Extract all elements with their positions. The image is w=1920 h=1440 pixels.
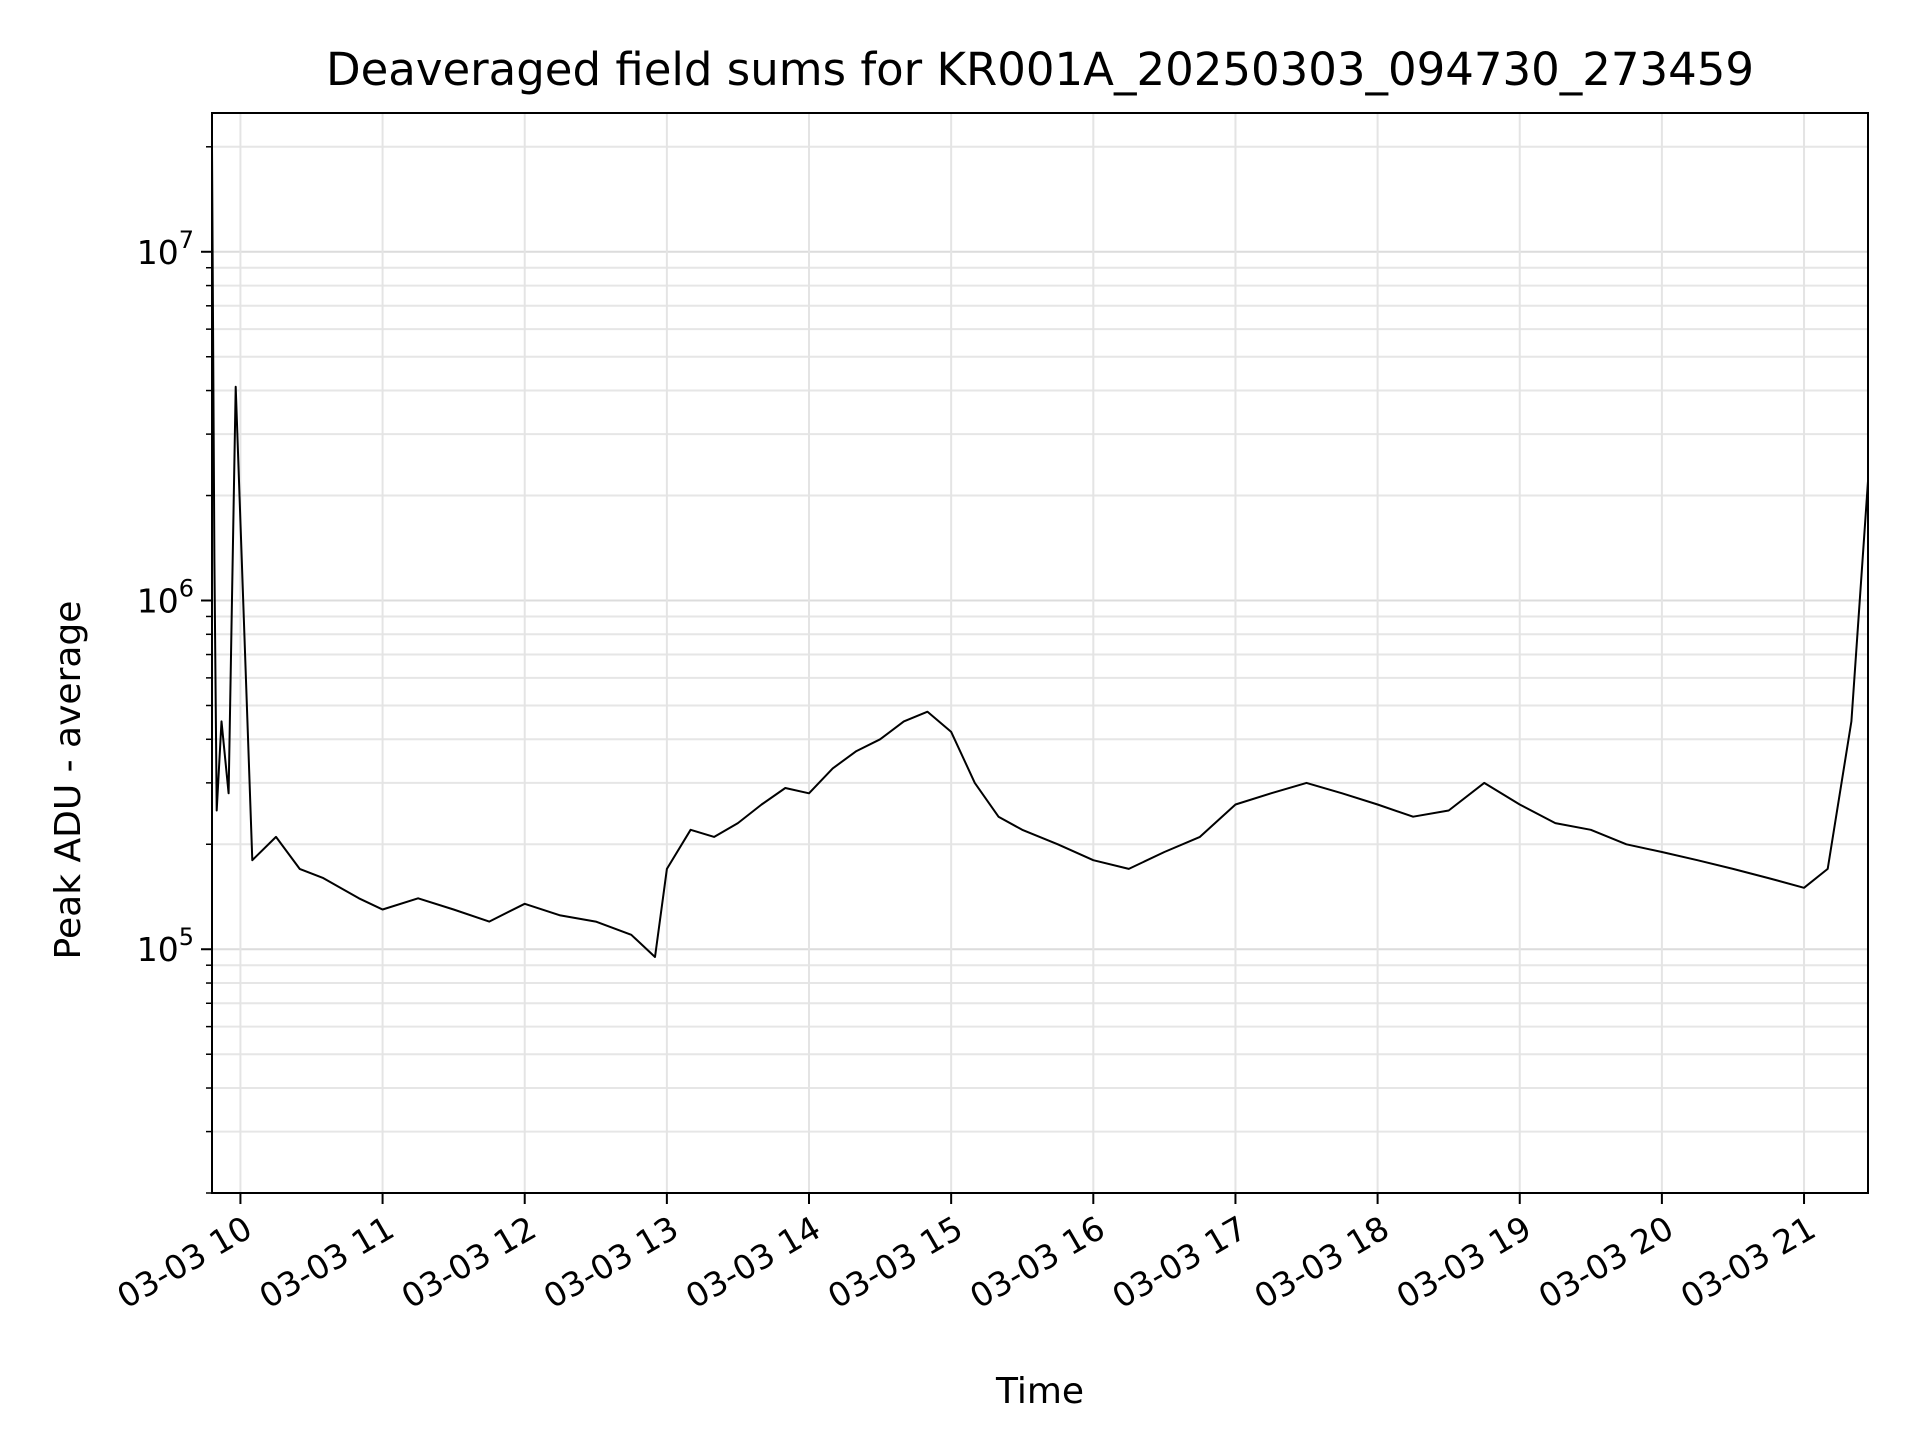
y-tick-label: 105	[137, 923, 194, 969]
y-tick-exponent: 5	[179, 923, 194, 951]
chart-title: Deaveraged field sums for KR001A_2025030…	[326, 43, 1754, 96]
grid	[212, 113, 1868, 1194]
x-axis-label: Time	[995, 1371, 1084, 1412]
y-tick-base: 10	[137, 930, 179, 969]
y-tick-exponent: 7	[179, 226, 194, 254]
plot-frame	[211, 112, 1869, 1194]
y-tick-exponent: 6	[179, 575, 194, 603]
y-tick-label: 106	[137, 575, 194, 621]
y-tick-base: 10	[137, 582, 179, 621]
series	[211, 146, 1869, 958]
y-tick-label: 107	[137, 226, 194, 272]
series-line	[211, 146, 1869, 958]
y-axis-label: Peak ADU - average	[48, 601, 89, 960]
y-tick-base: 10	[137, 233, 179, 272]
